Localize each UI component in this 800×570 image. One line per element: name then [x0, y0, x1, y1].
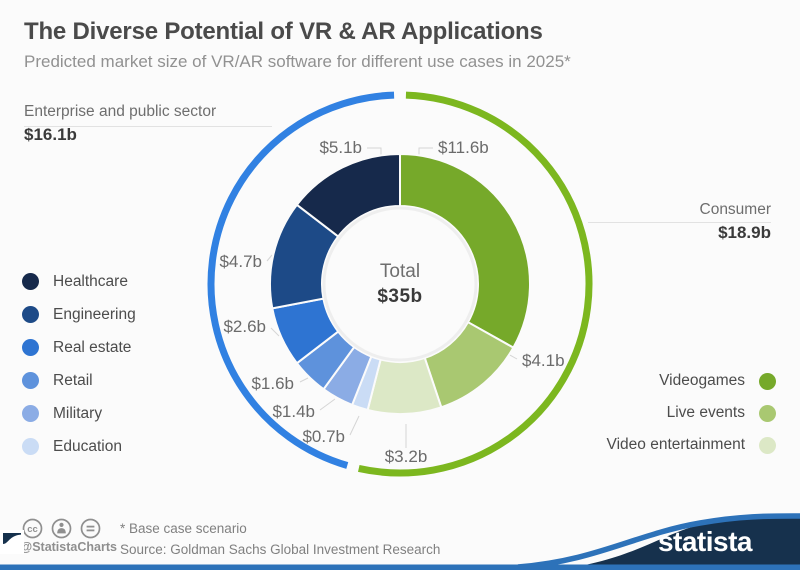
- value-label-healthcare: $5.1b: [319, 138, 362, 157]
- enterprise-callout: Enterprise and public sector $16.1b: [24, 102, 216, 145]
- legend-dot-healthcare: [22, 273, 39, 290]
- total-caption: Total: [379, 261, 421, 282]
- legend-item-live-events: Live events: [607, 397, 776, 429]
- value-label-live-events: $4.1b: [522, 351, 565, 370]
- legend-dot-education: [22, 438, 39, 455]
- legend-label: Videogames: [659, 372, 745, 389]
- legend-item-education: Education: [22, 430, 136, 463]
- legend-item-retail: Retail: [22, 364, 136, 397]
- legend-dot-live-events: [759, 404, 776, 422]
- statista-charts-handle[interactable]: @StatistaCharts: [20, 540, 117, 554]
- svg-text:cc: cc: [27, 524, 38, 535]
- legend-consumer: Videogames Live events Video entertainment: [607, 365, 776, 461]
- donut-center-total: Total $35b: [330, 261, 470, 308]
- legend-label: Healthcare: [53, 272, 128, 290]
- legend-item-videogames: Videogames: [607, 365, 776, 397]
- value-label-real-estate: $2.6b: [223, 317, 266, 336]
- cc-license-icons[interactable]: cc: [22, 518, 101, 539]
- legend-label: Engineering: [53, 305, 136, 323]
- enterprise-value: $16.1b: [24, 125, 77, 144]
- legend-label: Retail: [53, 371, 93, 389]
- page-title: The Diverse Potential of VR & AR Applica…: [24, 18, 543, 45]
- value-label-videogames: $11.6b: [438, 138, 489, 157]
- attribution-person-icon[interactable]: [51, 518, 72, 539]
- consumer-label: Consumer: [699, 201, 772, 218]
- legend-item-healthcare: Healthcare: [22, 265, 136, 298]
- legend-dot-real-estate: [22, 339, 39, 356]
- statista-logo-icon[interactable]: [0, 530, 24, 554]
- legend-item-engineering: Engineering: [22, 298, 136, 331]
- total-value: $35b: [377, 286, 423, 307]
- legend-enterprise: Healthcare Engineering Real estate Retail Mi…: [22, 265, 136, 463]
- enterprise-leader-line: [24, 126, 272, 127]
- consumer-leader-line: [588, 222, 771, 223]
- statista-wordmark[interactable]: statista: [657, 526, 753, 557]
- segment-healthcare: [295, 152, 401, 238]
- legend-label: Video entertainment: [606, 436, 745, 453]
- legend-dot-videogames: [759, 372, 776, 390]
- legend-dot-retail: [22, 372, 39, 389]
- legend-dot-engineering: [22, 306, 39, 323]
- legend-dot-video-entertainment: [759, 436, 776, 454]
- source-line: Source: Goldman Sachs Global Investment …: [120, 542, 441, 557]
- enterprise-label: Enterprise and public sector: [24, 103, 217, 120]
- cc-icon[interactable]: cc: [22, 518, 43, 539]
- legend-item-real-estate: Real estate: [22, 331, 136, 364]
- legend-dot-military: [22, 405, 39, 422]
- statista-banner: [556, 516, 800, 570]
- legend-label: Education: [53, 437, 122, 455]
- value-label-engineering: $4.7b: [219, 252, 262, 271]
- footnote: * Base case scenario: [120, 521, 247, 536]
- legend-label: Live events: [666, 404, 745, 421]
- equals-icon[interactable]: [80, 518, 101, 539]
- value-label-video-entertainment: $3.2b: [384, 447, 428, 466]
- consumer-callout: Consumer $18.9b: [700, 200, 772, 243]
- legend-item-video-entertainment: Video entertainment: [607, 429, 776, 461]
- footer-blue-strip: [0, 564, 800, 570]
- legend-label: Military: [53, 404, 103, 422]
- consumer-value: $18.9b: [718, 223, 771, 242]
- legend-label: Real estate: [53, 338, 132, 356]
- value-label-education: $0.7b: [302, 427, 345, 446]
- legend-item-military: Military: [22, 397, 136, 430]
- value-label-retail: $1.6b: [251, 374, 294, 393]
- page-subtitle: Predicted market size of VR/AR software …: [24, 52, 571, 71]
- segment-videogames: [399, 152, 531, 350]
- value-label-military: $1.4b: [272, 402, 315, 421]
